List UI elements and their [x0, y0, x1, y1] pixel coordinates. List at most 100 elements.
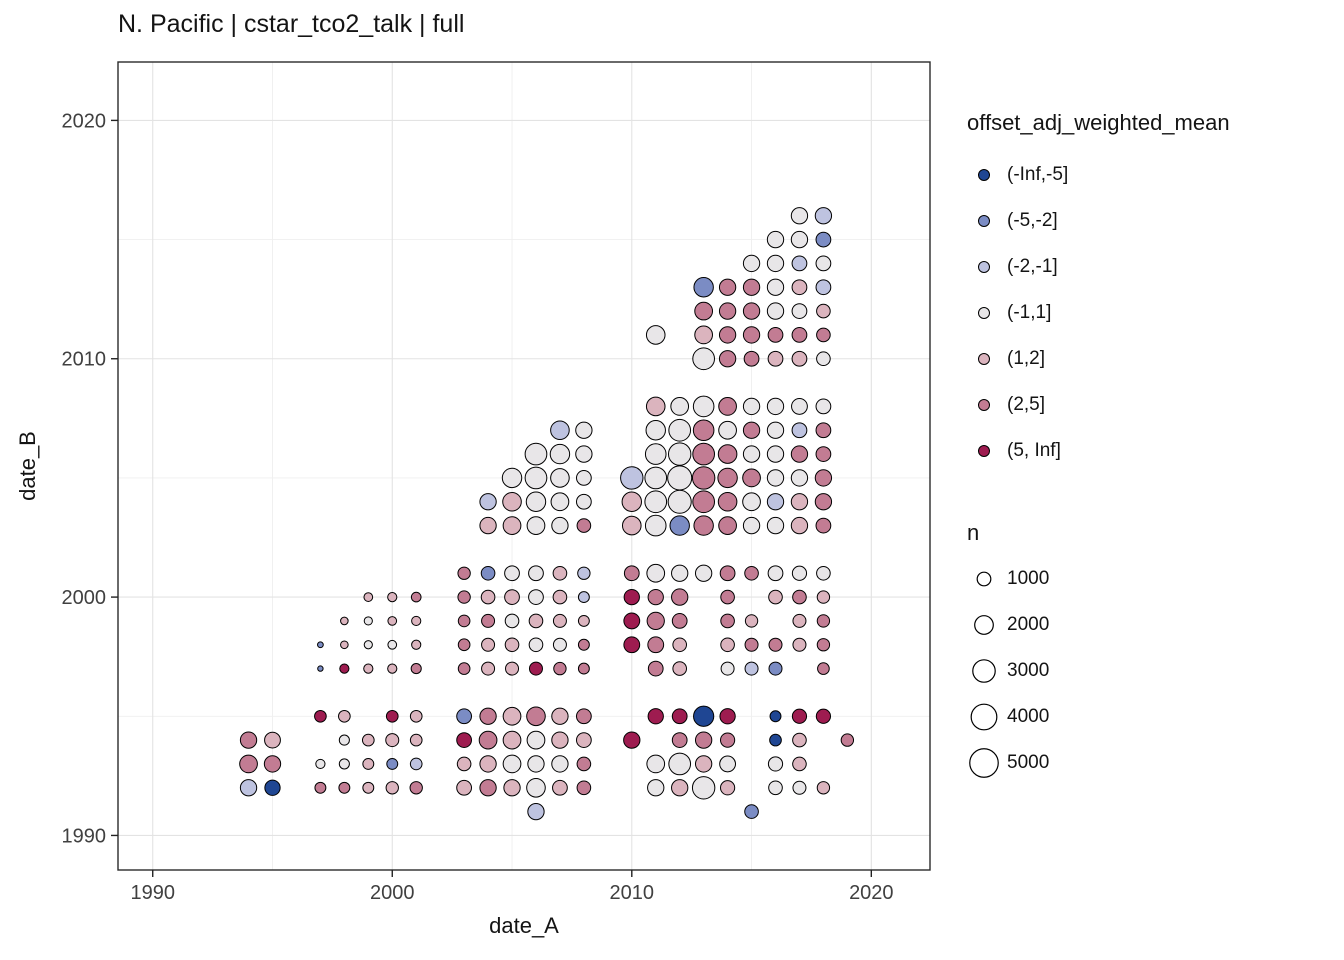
data-point	[362, 757, 375, 770]
legend: offset_adj_weighted_mean (-Inf,-5] (-5,-2…	[963, 110, 1338, 786]
data-point	[767, 756, 784, 772]
data-point	[815, 422, 832, 439]
color-legend-key-icon	[963, 198, 1005, 244]
size-legend-circle	[976, 571, 992, 587]
data-point	[363, 616, 373, 626]
x-tick-label: 1990	[130, 882, 175, 904]
data-point	[791, 422, 808, 439]
data-point	[551, 731, 569, 749]
data-point	[742, 254, 761, 273]
data-point	[766, 421, 785, 439]
data-point	[718, 397, 737, 416]
data-point	[767, 327, 784, 343]
data-point	[718, 420, 737, 440]
data-point	[504, 637, 520, 653]
data-point	[720, 661, 735, 676]
data-point	[577, 638, 590, 651]
data-point	[550, 420, 570, 441]
data-point	[816, 638, 831, 652]
size-legend-label: 1000	[1007, 568, 1050, 589]
data-point	[456, 732, 472, 748]
data-point	[314, 781, 327, 794]
data-point	[528, 661, 543, 676]
y-tick-label: 1990	[62, 825, 107, 847]
data-point	[816, 327, 831, 343]
size-legend-circle	[970, 703, 998, 731]
data-point	[718, 278, 737, 296]
data-point	[694, 564, 713, 582]
size-legend-circle	[969, 748, 999, 778]
y-tick-label: 2000	[62, 587, 107, 609]
data-point	[792, 732, 807, 748]
data-point	[766, 516, 785, 535]
data-point	[553, 661, 567, 676]
data-point	[550, 468, 570, 488]
data-point	[669, 515, 690, 536]
data-point	[621, 491, 642, 512]
data-point	[792, 756, 807, 772]
panel-border	[117, 61, 931, 871]
data-point	[527, 755, 545, 773]
data-point	[457, 590, 471, 604]
data-point	[457, 662, 471, 675]
data-point	[816, 781, 831, 795]
data-point	[816, 351, 831, 367]
data-point	[792, 637, 807, 652]
data-point	[551, 707, 569, 725]
data-point	[363, 663, 374, 674]
data-point	[816, 565, 831, 581]
data-point	[744, 614, 759, 628]
data-point	[792, 780, 807, 795]
data-point	[768, 661, 783, 676]
data-point	[525, 491, 547, 512]
data-point	[744, 565, 759, 581]
data-point	[502, 706, 522, 726]
x-axis: 1990 2000 2010 2020	[130, 870, 894, 904]
data-point	[790, 493, 809, 511]
data-point	[718, 350, 737, 368]
data-point	[387, 591, 398, 603]
data-point	[239, 754, 258, 774]
data-point	[718, 516, 737, 535]
data-point	[815, 708, 832, 724]
size-legend-circle	[972, 659, 996, 683]
data-point	[363, 592, 374, 602]
data-point	[362, 781, 375, 794]
data-point	[504, 565, 520, 582]
data-point	[744, 661, 759, 676]
data-point	[480, 589, 496, 605]
data-point	[577, 566, 591, 580]
color-legend-entry: (1,2]	[963, 336, 1338, 382]
data-point	[552, 637, 567, 652]
data-point	[646, 563, 666, 583]
data-point	[502, 754, 522, 774]
color-legend-key-icon	[963, 428, 1005, 474]
data-point	[815, 446, 832, 462]
data-point	[692, 490, 715, 514]
data-point	[646, 754, 666, 774]
size-legend-entry: 4000	[963, 694, 1338, 740]
data-point	[623, 588, 640, 606]
data-point	[480, 565, 496, 581]
color-legend-key-icon	[963, 290, 1005, 336]
data-point	[742, 492, 761, 512]
data-point	[719, 780, 736, 796]
data-point	[790, 516, 809, 535]
data-point	[790, 207, 809, 225]
size-legend-label: 3000	[1007, 660, 1050, 681]
data-point	[719, 708, 736, 725]
y-tick-label: 2020	[62, 110, 107, 132]
size-legend-entry: 3000	[963, 648, 1338, 694]
data-point	[671, 588, 689, 606]
data-point	[647, 708, 664, 725]
data-point	[791, 255, 808, 272]
data-point	[791, 279, 808, 296]
data-point	[671, 708, 688, 725]
data-point	[766, 493, 785, 511]
data-point	[576, 756, 592, 772]
data-point	[817, 662, 830, 675]
color-legend-label: (5, Inf]	[1007, 440, 1061, 461]
data-point	[671, 564, 689, 582]
data-point	[768, 780, 783, 796]
size-legend-entries: 1000 2000 3000 4000 5000	[963, 556, 1338, 786]
